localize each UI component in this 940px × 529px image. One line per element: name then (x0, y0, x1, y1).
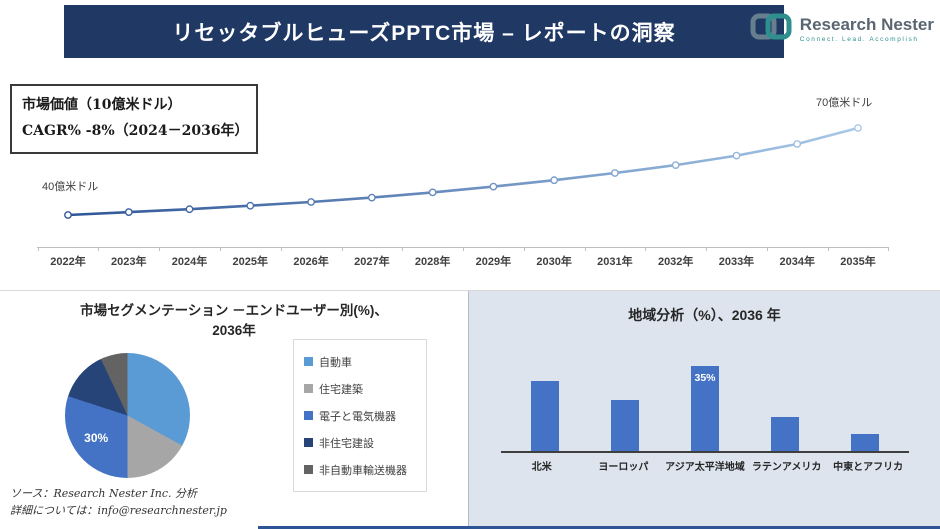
legend-swatch-icon (304, 465, 313, 474)
cagr-label: CAGR% -8%（2024－2036年） (22, 122, 249, 139)
bar: 35% (691, 366, 719, 451)
x-axis-tick (827, 247, 829, 251)
bar-category-label: 中東とアフリカ (833, 462, 904, 473)
x-axis-tick (706, 247, 708, 251)
bar (611, 400, 639, 451)
x-axis-tick (584, 247, 586, 251)
x-axis-label: 2032年 (657, 256, 694, 268)
x-axis-tick (463, 247, 464, 251)
bar-data-label: 35% (694, 372, 716, 384)
x-axis-tick (645, 247, 647, 251)
legend-swatch-icon (304, 411, 313, 420)
segmentation-title-line1: 市場セグメンテーション －エンドユーザー別(%)、 (80, 303, 388, 318)
x-axis-label: 2033年 (718, 256, 755, 268)
bar (531, 381, 559, 451)
bar-column (505, 335, 585, 451)
bar (771, 417, 799, 451)
x-axis-tick (888, 247, 890, 251)
legend-item: 非自動車輸送機器 (304, 456, 416, 483)
bar-category-label: ヨーロッパ (598, 462, 649, 473)
x-axis-tick (341, 247, 343, 251)
bar (851, 434, 879, 451)
bar-column (825, 335, 905, 451)
legend-label: 自動車 (319, 356, 352, 369)
panel-divider (468, 291, 469, 527)
x-axis-label: 2029年 (475, 256, 512, 268)
x-axis-tick (523, 247, 525, 251)
legend-label: 非住宅建設 (319, 437, 374, 450)
bar-category-labels: 北米 ヨーロッパ アジア太平洋地域 ラテンアメリカ 中東とアフリカ (501, 458, 909, 473)
market-info-box: 市場価値（10億米ドル） CAGR% -8%（2024－2036年） (10, 84, 258, 154)
x-axis-tick (37, 247, 39, 251)
x-axis-labels: 2022年 2023年 2024年 2025年 2026年 2027年 2028年 2029年… (0, 253, 940, 269)
pie-legend: 自動車住宅建築電子と電気機器 非住宅建設非自動車輸送機器 (293, 339, 427, 492)
page-title: リセッタブルヒューズPPTC市場 – レポートの洞察 (172, 21, 676, 45)
bar-category-label: 北米 (531, 462, 552, 473)
market-value-label: 市場価値（10億米ドル） (22, 97, 182, 113)
x-axis-label: 2027年 (354, 256, 390, 268)
x-axis-tick (159, 247, 161, 251)
x-axis-tick (402, 247, 404, 251)
legend-label: 非自動車輸送機器 (319, 464, 407, 477)
legend-item: 非住宅建設 (304, 429, 416, 456)
bar-chart: 35% (505, 335, 905, 451)
x-axis-label: 2022年 (50, 256, 86, 268)
chain-link-logo-icon (749, 10, 793, 49)
x-axis-label: 2034年 (779, 256, 815, 268)
bar-column (585, 335, 665, 451)
x-axis-label: 2031年 (597, 256, 633, 268)
legend-item: 電子と電気機器 (304, 402, 416, 429)
region-title: 地域分析（%）、2036 年 (628, 307, 781, 323)
bar-axis-line (501, 451, 909, 453)
legend-swatch-icon (304, 357, 313, 366)
segmentation-title-line2: 2036年 (212, 323, 256, 339)
legend-item: 自動車 (304, 348, 416, 375)
bottom-accent-bar (258, 526, 940, 529)
legend-label: 電子と電気機器 (319, 410, 396, 423)
legend-swatch-icon (304, 384, 313, 393)
bar-category-label: ラテンアメリカ (751, 462, 822, 473)
pie-graphic (65, 353, 190, 478)
x-axis-tick (219, 247, 221, 251)
end-value-label: 70億米ドル (816, 97, 873, 109)
x-axis-label: 2024年 (171, 256, 208, 268)
x-axis-tick (280, 247, 282, 251)
region-panel: 地域分析（%）、2036 年 35% 北米 ヨーロッパ アジア太平洋地域 ラテンアメリ… (469, 291, 940, 527)
legend-item: 住宅建築 (304, 375, 416, 402)
bottom-section: 市場セグメンテーション －エンドユーザー別(%)、 2036年 30% 自動車住… (0, 290, 940, 527)
start-value-label: 40億米ドル (42, 181, 99, 193)
contact-line: 詳細については：info@researchnester.jp (10, 504, 227, 518)
logo-tagline: Connect. Lead. Accomplish (799, 36, 919, 44)
segmentation-panel: 市場セグメンテーション －エンドユーザー別(%)、 2036年 30% 自動車住… (0, 291, 468, 527)
x-axis-label: 2025年 (232, 256, 269, 268)
market-trend-chart: 40億米ドル 70億米ドル 2022年 2023年 2024年 2025年 2026年 2… (0, 90, 940, 275)
source-note: ソース：Research Nester Inc. 分析 詳細については：info… (10, 485, 227, 519)
x-axis-tick (766, 247, 768, 251)
line-chart-svg (64, 124, 862, 219)
legend-swatch-icon (304, 438, 313, 447)
title-banner: リセッタブルヒューズPPTC市場 – レポートの洞察 (64, 5, 784, 58)
x-axis-label: 2023年 (111, 256, 147, 268)
x-axis-label: 2030年 (536, 256, 572, 268)
x-axis-label: 2026年 (293, 256, 329, 268)
logo-name: Research Nester (799, 14, 934, 34)
source-line: ソース：Research Nester Inc. 分析 (10, 487, 198, 500)
bar-column (745, 335, 825, 451)
pie-chart: 30% (65, 353, 190, 478)
legend-label: 住宅建築 (319, 383, 363, 396)
segmentation-title: 市場セグメンテーション －エンドユーザー別(%)、 2036年 (0, 301, 468, 342)
bar-column: 35% (665, 335, 745, 451)
logo-text: Research Nester Connect. Lead. Accomplis… (799, 14, 934, 44)
x-axis-label: 2028年 (414, 256, 451, 268)
x-axis-tick (98, 247, 100, 251)
x-axis-label: 2035年 (840, 256, 876, 268)
research-nester-logo: Research Nester Connect. Lead. Accomplis… (749, 10, 934, 49)
bar-category-label: アジア太平洋地域 (665, 462, 745, 473)
pie-data-label: 30% (84, 431, 109, 446)
